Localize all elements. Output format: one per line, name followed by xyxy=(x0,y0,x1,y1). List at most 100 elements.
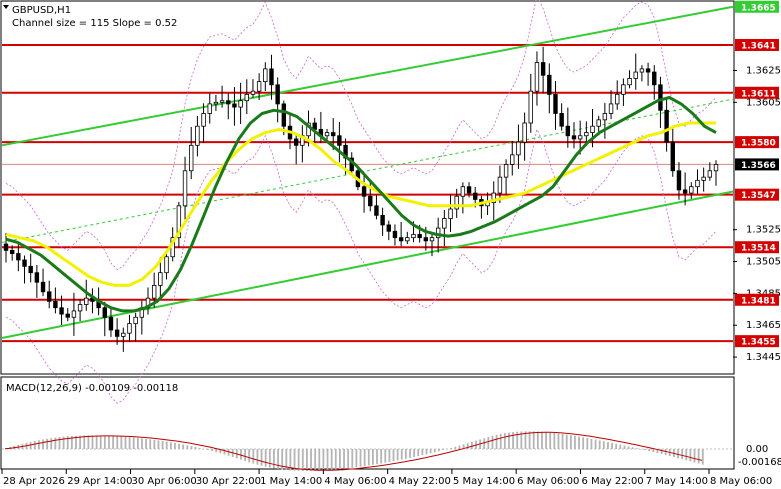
macd-histogram-bar xyxy=(503,433,506,449)
macd-histogram-bar xyxy=(310,449,312,471)
level-price-tag: 1.3641 xyxy=(741,41,776,51)
candle-body xyxy=(102,307,107,318)
macd-histogram-bar xyxy=(79,435,82,449)
macd-histogram-bar xyxy=(437,449,440,452)
macd-histogram-bar xyxy=(396,449,399,461)
x-tick-label: 7 May 14:00 xyxy=(646,476,708,487)
macd-histogram-bar xyxy=(161,441,164,449)
candle-body xyxy=(621,84,626,95)
macd-histogram-bar xyxy=(198,447,201,449)
candle-body xyxy=(158,272,163,286)
candle-body xyxy=(442,218,447,229)
y-tick-label: 1.3625 xyxy=(746,65,781,76)
macd-histogram-bar xyxy=(367,449,370,466)
y-tick-label: 1.3505 xyxy=(746,257,781,268)
macd-histogram-bar xyxy=(404,449,407,459)
candle-body xyxy=(565,125,571,137)
macd-histogram-bar xyxy=(508,432,510,449)
level-price-tag: 1.3481 xyxy=(741,296,776,306)
candle-body xyxy=(676,170,682,191)
candle-body xyxy=(701,176,706,181)
candle-body xyxy=(380,214,385,226)
level-price-tag: 1.3547 xyxy=(741,191,776,201)
macd-histogram-bar xyxy=(268,449,271,468)
macd-panel xyxy=(0,376,735,470)
macd-histogram-bar xyxy=(219,449,222,454)
candle-body xyxy=(503,164,509,178)
level-price-tag-bg xyxy=(735,86,779,99)
macd-histogram-bar xyxy=(99,435,102,449)
macd-histogram-bar xyxy=(87,435,90,449)
candle-body xyxy=(226,100,231,105)
macd-histogram-bar xyxy=(697,449,700,464)
channel-upper-line xyxy=(1,5,734,147)
x-tick-label: 30 Apr 06:00 xyxy=(132,476,197,487)
macd-histogram-bar xyxy=(627,446,630,449)
macd-histogram-bar xyxy=(446,449,449,450)
candle-body xyxy=(77,304,83,312)
channel-price-tag: 1.3665 xyxy=(741,3,776,13)
level-price-tag: 1.3611 xyxy=(741,89,776,99)
macd-histogram-bar xyxy=(470,441,473,449)
macd-histogram-bar xyxy=(33,441,36,449)
x-tick-label: 6 May 06:00 xyxy=(517,476,579,487)
candle-body xyxy=(398,237,404,242)
macd-histogram-bar xyxy=(306,449,308,472)
candle-body xyxy=(627,78,632,86)
candle-body xyxy=(34,272,40,283)
candle-body xyxy=(645,68,651,73)
macd-histogram-bar xyxy=(400,449,403,460)
candle-body xyxy=(577,135,583,140)
x-tick-label: 30 Apr 22:00 xyxy=(196,476,261,487)
candle-body xyxy=(497,176,503,194)
macd-histogram-bar xyxy=(491,435,494,449)
macd-histogram-bar xyxy=(512,432,514,449)
macd-histogram-bar xyxy=(301,449,304,471)
macd-histogram-bar xyxy=(330,449,333,470)
macd-histogram-bar xyxy=(685,449,688,461)
macd-histogram-bar xyxy=(248,449,251,463)
macd-histogram-bar xyxy=(640,449,642,450)
macd-histogram-bar xyxy=(615,443,618,449)
envelope-upper xyxy=(5,0,717,270)
macd-histogram-bar xyxy=(553,432,556,449)
macd-histogram-bar xyxy=(450,447,453,449)
macd-histogram-bar xyxy=(351,449,354,468)
macd-histogram-bar xyxy=(95,435,98,449)
candle-body xyxy=(540,62,546,76)
macd-histogram-bar xyxy=(607,442,609,449)
macd-histogram-bar xyxy=(677,449,679,459)
envelope-lower xyxy=(5,128,717,404)
candle-body xyxy=(423,237,429,242)
macd-histogram-bar xyxy=(619,444,622,449)
candle-body xyxy=(411,234,416,239)
ma-slow-line xyxy=(5,121,716,287)
macd-histogram-bar xyxy=(169,442,172,449)
macd-histogram-bar xyxy=(132,437,135,449)
candle-body xyxy=(658,84,663,111)
candle-body xyxy=(256,81,262,92)
candle-body xyxy=(682,189,688,194)
macd-histogram-bar xyxy=(289,449,292,471)
candle-body xyxy=(133,316,138,325)
macd-histogram-bar xyxy=(273,449,275,469)
macd-scale-zero: 0.00 xyxy=(746,444,768,455)
current-price-tag-bg xyxy=(735,158,779,171)
candle-body xyxy=(547,74,552,95)
candle-body xyxy=(232,103,237,108)
candle-body xyxy=(510,154,515,165)
candle-body xyxy=(491,192,496,204)
candle-body xyxy=(522,122,527,143)
candle-body xyxy=(584,132,589,137)
candle-body xyxy=(689,186,694,194)
macd-histogram-bar xyxy=(29,441,32,449)
candle-body xyxy=(195,125,200,146)
macd-histogram-bar xyxy=(112,435,115,449)
candle-body xyxy=(608,103,614,114)
candle-body xyxy=(176,205,182,239)
level-price-tag-bg xyxy=(735,241,779,254)
macd-histogram-bar xyxy=(363,449,366,467)
chevron-down-icon[interactable] xyxy=(3,5,9,9)
candle-body xyxy=(3,243,9,251)
